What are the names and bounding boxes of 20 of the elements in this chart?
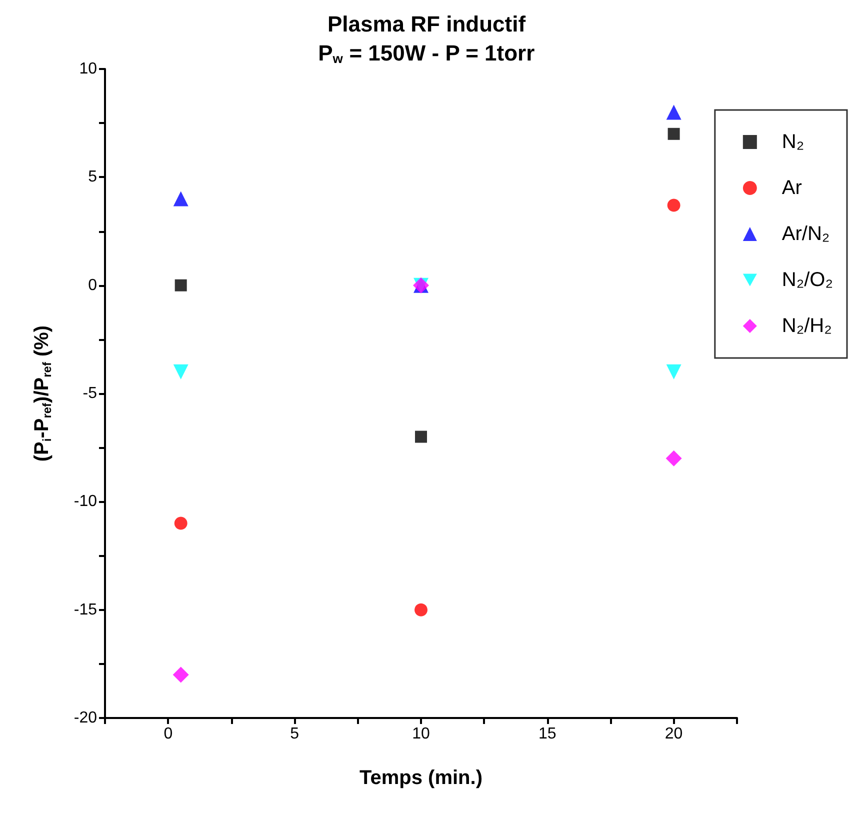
legend-label: N₂/H₂ (782, 315, 832, 337)
y-tick-label: 0 (88, 276, 98, 294)
y-tick-label: -20 (74, 710, 98, 726)
legend-label: N₂ (782, 131, 804, 153)
y-tick-label: 5 (88, 168, 98, 186)
x-tick-label: 20 (664, 726, 683, 742)
x-tick-label: 5 (290, 726, 300, 742)
y-tick-label: -10 (74, 493, 98, 510)
x-tick-label: 0 (164, 726, 173, 742)
chart-title: Plasma RF inductif (327, 12, 526, 36)
legend-label: Ar (782, 177, 802, 199)
legend-label: Ar/N₂ (782, 223, 830, 245)
y-tick-label: 10 (79, 60, 98, 78)
x-tick-label: 15 (538, 726, 556, 742)
legend-label: N₂/O₂ (782, 269, 834, 291)
y-tick-label: -5 (82, 385, 98, 402)
y-axis-title: (Pi-Pref)/Pref (%) (31, 325, 54, 462)
x-tick-label: 10 (412, 726, 430, 742)
y-tick-label: -15 (74, 601, 98, 618)
x-axis-title: Temps (min.) (360, 767, 482, 789)
